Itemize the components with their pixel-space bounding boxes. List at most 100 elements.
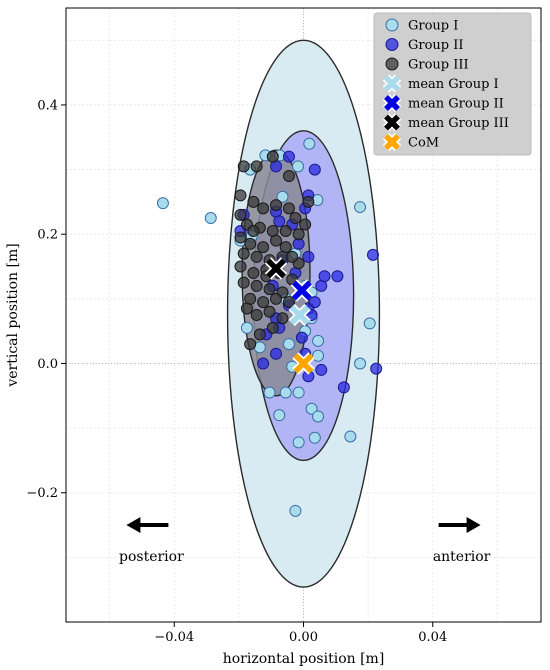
- y-tick-label: 0.0: [37, 357, 58, 372]
- data-point-group-2: [308, 296, 321, 309]
- data-point-group-2: [366, 248, 379, 261]
- data-point-group-3: [250, 160, 263, 173]
- legend-label: mean Group I: [408, 77, 499, 92]
- data-point-group-2: [273, 215, 286, 228]
- data-point-group-3: [270, 199, 283, 212]
- data-point-group-3: [234, 260, 247, 273]
- data-point-group-1: [240, 321, 253, 334]
- annotation-anterior: anterior: [433, 517, 491, 565]
- annotations: posterior anterior: [119, 517, 491, 565]
- data-point-group-3: [257, 296, 270, 309]
- data-point-group-3: [250, 250, 263, 263]
- data-point-group-1: [273, 409, 286, 422]
- data-point-group-3: [237, 276, 250, 289]
- data-point-group-3: [244, 338, 257, 351]
- x-tick-label: −0.04: [154, 630, 194, 645]
- y-tick-label: −0.2: [26, 486, 58, 501]
- data-point-group-2: [315, 363, 328, 376]
- data-point-group-1: [289, 504, 302, 517]
- data-point-group-3: [257, 202, 270, 215]
- legend-marker: [385, 57, 399, 71]
- data-point-group-1: [363, 317, 376, 330]
- data-point-group-3: [234, 189, 247, 202]
- data-point-group-2: [302, 250, 315, 263]
- mean-marker-mean-group-i: [288, 303, 311, 327]
- data-point-group-2: [305, 309, 318, 321]
- data-point-group-3: [234, 208, 247, 221]
- legend-label: mean Group III: [408, 116, 509, 131]
- data-point-group-3: [247, 224, 260, 237]
- data-point-group-1: [263, 386, 276, 399]
- data-point-group-2: [257, 357, 270, 370]
- x-ticks: −0.04 0.00 0.04: [154, 622, 447, 645]
- legend-marker: [382, 93, 402, 113]
- legend-label: Group III: [408, 58, 469, 73]
- data-point-group-3: [263, 305, 276, 318]
- y-axis-label: vertical position [m]: [5, 243, 21, 387]
- annotation-label: posterior: [119, 549, 184, 565]
- legend-marker: [382, 113, 402, 132]
- data-point-group-1: [279, 386, 292, 399]
- data-point-group-2: [318, 270, 331, 283]
- legend-box: [373, 12, 532, 156]
- data-point-group-1: [276, 190, 289, 203]
- data-point-group-2: [370, 362, 383, 375]
- data-point-group-1: [282, 338, 295, 351]
- data-point-group-3: [237, 247, 250, 260]
- data-point-group-3: [253, 328, 266, 341]
- y-ticks: −0.2 0.0 0.2 0.4: [26, 98, 66, 501]
- legend-marker: [382, 132, 402, 152]
- data-point-group-3: [302, 195, 315, 208]
- data-point-group-1: [305, 402, 318, 415]
- data-point-group-1: [204, 212, 217, 225]
- data-point-group-3: [244, 237, 257, 250]
- legend-marker: [385, 38, 399, 51]
- data-point-group-3: [289, 212, 302, 225]
- data-point-group-3: [282, 202, 295, 215]
- data-point-group-3: [263, 283, 276, 296]
- data-point-group-3: [247, 266, 260, 279]
- marker-cross: [384, 114, 400, 131]
- data-point-group-1: [354, 201, 367, 214]
- marker-cross: [291, 280, 312, 301]
- data-point-group-3: [234, 231, 247, 244]
- data-point-group-2: [270, 347, 283, 360]
- data-point-group-1: [312, 410, 325, 423]
- data-point-group-1: [292, 436, 305, 449]
- marker-cross: [293, 353, 314, 374]
- data-point-group-3: [250, 279, 263, 292]
- legend-marker: [382, 74, 402, 93]
- y-tick-label: 0.4: [37, 98, 58, 113]
- x-tick-label: 0.04: [418, 630, 447, 645]
- x-axis-label: horizontal position [m]: [223, 651, 385, 667]
- data-point-group-1: [156, 197, 169, 210]
- data-point-group-1: [292, 386, 305, 399]
- data-point-group-3: [286, 250, 299, 263]
- data-point-group-1: [292, 160, 305, 173]
- data-point-group-1: [308, 431, 321, 444]
- data-point-group-2: [295, 331, 308, 344]
- legend-label: CoM: [408, 136, 439, 151]
- data-point-group-3: [266, 321, 279, 334]
- marker-cross: [384, 95, 400, 111]
- mean-marker-mean-group-iii: [264, 257, 288, 280]
- data-point-group-3: [240, 302, 253, 315]
- data-point-group-2: [282, 150, 295, 163]
- data-point-group-1: [312, 334, 325, 347]
- legend-marker: [385, 18, 399, 32]
- data-point-group-1: [303, 137, 316, 150]
- legend-label: Group II: [408, 38, 464, 53]
- data-point-group-3: [257, 241, 270, 254]
- arrow-head: [466, 517, 481, 534]
- marker-cross: [384, 75, 400, 92]
- x-tick-label: 0.00: [289, 630, 318, 645]
- data-point-group-3: [282, 296, 295, 309]
- mean-marker-mean-group-ii: [290, 279, 314, 302]
- data-point-group-3: [292, 228, 305, 241]
- marker-cross: [289, 305, 310, 325]
- data-point-group-3: [266, 150, 279, 163]
- data-point-group-3: [247, 195, 260, 208]
- marker-cross: [384, 134, 400, 150]
- data-point-group-3: [270, 234, 283, 247]
